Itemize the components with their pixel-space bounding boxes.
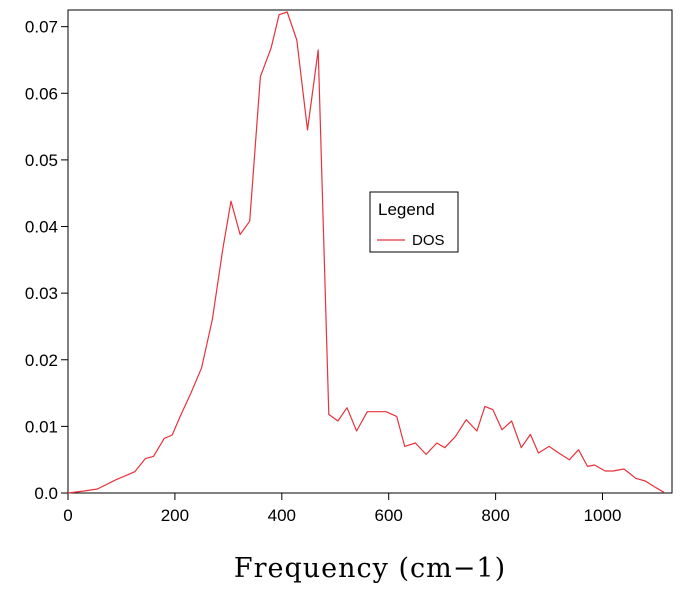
y-tick-label: 0.03 xyxy=(25,284,58,303)
y-tick-label: 0.05 xyxy=(25,151,58,170)
y-axis: 0.0 0.01 0.02 0.03 0.04 0.05 0.06 0.07 xyxy=(25,18,68,503)
x-axis: 0 200 400 600 800 1000 xyxy=(63,493,621,525)
legend-title: Legend xyxy=(378,200,435,219)
x-tick-label: 400 xyxy=(268,506,296,525)
y-tick-label: 0.07 xyxy=(25,18,58,37)
legend: Legend DOS xyxy=(369,191,459,253)
y-tick-label: 0.04 xyxy=(25,218,58,237)
legend-box xyxy=(369,191,459,253)
x-tick-label: 600 xyxy=(375,506,403,525)
x-axis-title: Frequency (cm−1) xyxy=(234,553,506,584)
series-line-dos xyxy=(67,11,665,494)
y-tick-label: 0.02 xyxy=(25,351,58,370)
x-tick-label: 800 xyxy=(481,506,509,525)
x-tick-label: 0 xyxy=(63,506,72,525)
plot-frame xyxy=(67,9,673,494)
y-tick-label: 0.01 xyxy=(25,417,58,436)
y-tick-label: 0.0 xyxy=(34,484,58,503)
legend-label-dos: DOS xyxy=(412,232,445,249)
y-tick-label: 0.06 xyxy=(25,84,58,103)
series-layer xyxy=(67,11,665,494)
x-tick-label: 1000 xyxy=(584,506,622,525)
x-tick-label: 200 xyxy=(161,506,189,525)
